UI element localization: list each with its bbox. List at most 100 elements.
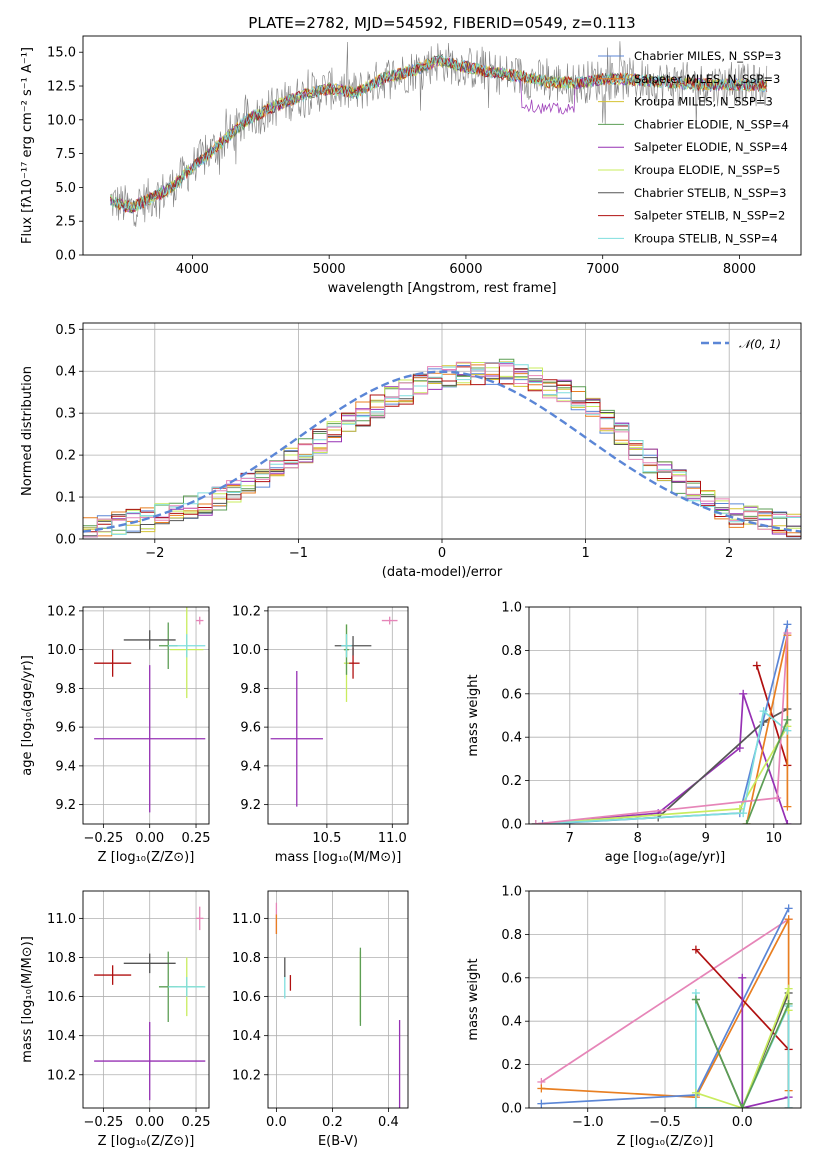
panel-2: −0.25 0.00 0.25 9.2 9.4 9.6 9.8 10.0 10.2 Z [log₁…	[20, 604, 211, 865]
weight-marker	[738, 1104, 747, 1108]
legend-entry: Salpeter STELIB, N_SSP=2	[634, 209, 785, 223]
y-tick-label: 10.2	[232, 1068, 261, 1083]
y-tick-label: 0.4	[501, 1015, 522, 1030]
legend-entry: Kroupa ELODIE, N_SSP=5	[634, 163, 780, 177]
weight-marker	[738, 973, 747, 982]
x-axis-label: wavelength [Angstrom, rest frame]	[328, 281, 557, 296]
weight-marker	[784, 915, 793, 924]
x-tick-label: 0.0	[266, 1115, 287, 1130]
axes-frame	[82, 35, 802, 256]
weight-line-5	[741, 977, 789, 1108]
y-tick-label: 10.0	[47, 643, 76, 658]
weight-marker	[537, 1084, 546, 1093]
model-spectrum-6	[110, 55, 768, 213]
error-bar-point	[168, 634, 206, 658]
y-tick-label: 12.5	[47, 80, 76, 95]
plot-area	[270, 616, 398, 807]
error-bar-point	[196, 906, 204, 931]
y-axis-label: age [log₁₀(age/yr)]	[20, 655, 35, 776]
y-tick-label: 9.6	[55, 721, 76, 736]
axes-frame	[82, 322, 802, 540]
weight-line-9	[745, 719, 789, 824]
weight-line-7	[535, 709, 788, 824]
axes-frame	[267, 890, 409, 1109]
model-spectrum-7	[110, 54, 768, 214]
x-tick-label: 0.2	[322, 1115, 343, 1130]
y-tick-label: 0.2	[501, 774, 522, 789]
x-tick-label: −0.25	[83, 1115, 123, 1130]
plot-area	[83, 358, 801, 538]
plot-area	[531, 620, 792, 824]
error-bar-point	[94, 965, 132, 985]
axes-frame	[267, 606, 409, 825]
y-tick-label: 9.2	[55, 798, 76, 813]
x-tick-label: 0.00	[135, 1115, 164, 1130]
x-tick-label: −2	[145, 546, 164, 561]
y-tick-label: 0.8	[501, 928, 522, 943]
model-spectrum-9	[110, 55, 768, 212]
weight-marker	[759, 707, 768, 716]
y-tick-label: 10.4	[47, 1029, 76, 1044]
weight-marker	[735, 804, 744, 813]
weight-marker	[742, 820, 751, 824]
weight-marker	[783, 620, 792, 629]
weight-marker	[784, 904, 793, 913]
legend-entry: Kroupa STELIB, N_SSP=4	[634, 231, 778, 245]
weight-line-1	[540, 918, 790, 1083]
histogram-legend: 𝒩(0, 1)	[701, 337, 781, 351]
weight-line-4	[542, 624, 789, 824]
chart-title: PLATE=2782, MJD=54592, FIBERID=0549, z=0…	[248, 14, 635, 32]
y-tick-label: 7.5	[55, 147, 76, 162]
y-tick-label: 10.8	[232, 951, 261, 966]
weight-marker	[784, 1104, 793, 1108]
x-tick-label: 0.4	[378, 1115, 399, 1130]
axes-frame	[528, 606, 802, 825]
weight-marker	[531, 820, 540, 824]
error-bar-point	[94, 665, 206, 813]
panel-1: −2 −1 0 1 2 0.0 0.1 0.2 0.3 0.4 0.5 (data-model)/er…	[20, 322, 802, 580]
x-tick-label: 7	[566, 831, 574, 846]
error-bar-point	[381, 616, 398, 625]
axes-frame	[528, 890, 802, 1109]
axes-frame	[82, 890, 210, 1109]
weight-line-7	[695, 993, 790, 1108]
y-tick-label: 10.2	[47, 1068, 76, 1083]
weight-line-3	[755, 665, 789, 766]
histogram-8	[83, 362, 801, 537]
x-tick-label: 10.5	[312, 831, 341, 846]
weight-marker	[773, 793, 782, 802]
y-tick-label: 1.0	[501, 601, 522, 616]
x-tick-label: 0.25	[182, 1115, 211, 1130]
x-tick-label: 11.0	[378, 831, 407, 846]
weight-marker	[783, 629, 792, 638]
x-tick-label: 7000	[586, 262, 619, 277]
x-axis-label: Z [log₁₀(Z/Z⊙)]	[98, 1134, 195, 1149]
plot-area	[275, 902, 401, 1108]
y-tick-label: 0.1	[55, 491, 76, 506]
x-tick-label: 6000	[449, 262, 482, 277]
x-axis-label: Z [log₁₀(Z/Z⊙)]	[617, 1134, 714, 1149]
y-tick-label: 11.0	[47, 912, 76, 927]
normal-reference-curve	[83, 370, 801, 533]
y-tick-label: 0.6	[501, 687, 522, 702]
plot-area	[94, 906, 206, 1101]
y-tick-label: 15.0	[47, 46, 76, 61]
y-tick-label: 0.3	[55, 407, 76, 422]
x-axis-label: Z [log₁₀(Z/Z⊙)]	[98, 850, 195, 865]
y-tick-label: 5.0	[55, 181, 76, 196]
weight-marker	[784, 999, 793, 1008]
error-bar-point	[123, 953, 176, 974]
y-tick-label: 10.8	[47, 951, 76, 966]
error-bar-point	[123, 630, 176, 650]
error-bar-point	[196, 616, 204, 625]
y-tick-label: 0.2	[501, 1058, 522, 1073]
panel-5: −0.25 0.00 0.25 10.2 10.4 10.6 10.8 11.0 Z [log₁…	[20, 890, 211, 1149]
weight-marker	[739, 809, 748, 818]
error-bar-point	[334, 636, 372, 656]
weight-marker	[752, 661, 761, 670]
y-tick-label: 10.2	[232, 604, 261, 619]
plot-area	[537, 904, 793, 1108]
y-tick-label: 1.0	[501, 885, 522, 900]
x-tick-label: −0.25	[83, 831, 123, 846]
